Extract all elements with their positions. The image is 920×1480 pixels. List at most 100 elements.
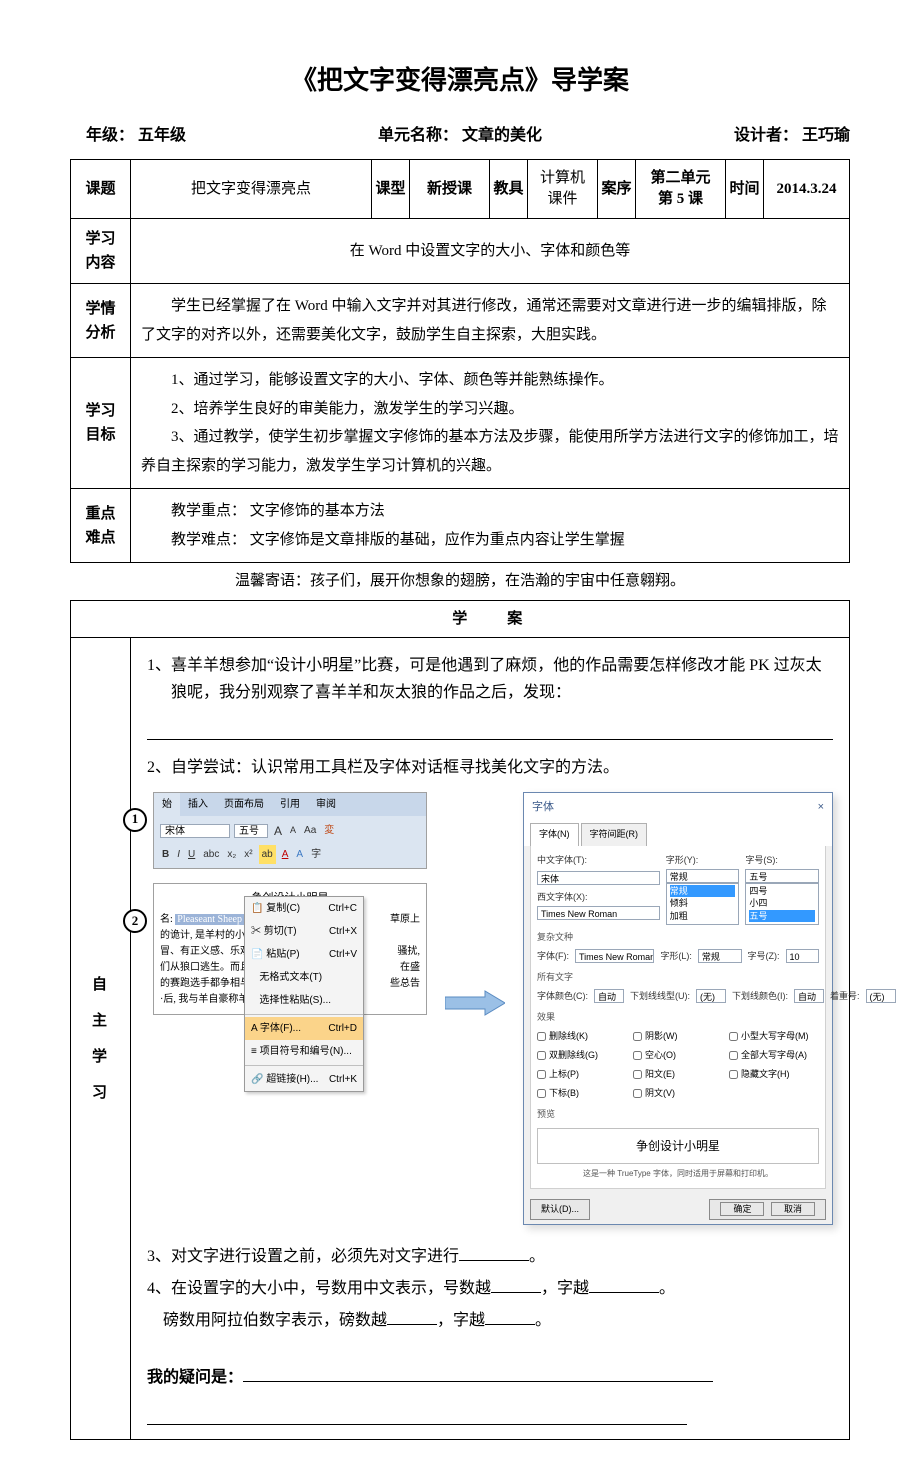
ctx-item-bullets[interactable]: ≡ 项目符号和编号(N)...	[245, 1040, 363, 1063]
my-question-blank-2	[147, 1403, 687, 1425]
ctx-item-copy[interactable]: 📋 复制(C)Ctrl+C	[245, 897, 363, 920]
goal-line-1: 1、通过学习，能够设置文字的大小、字体、颜色等并能熟练操作。	[141, 366, 839, 395]
ctx-separator	[245, 1014, 363, 1015]
cancel-button[interactable]: 取消	[771, 1202, 815, 1216]
order-label: 案序	[598, 160, 636, 219]
chk-hidden[interactable]: 隐藏文字(H)	[729, 1066, 819, 1083]
grade-label: 年级：	[86, 127, 134, 144]
section-head-spacer-l	[71, 600, 251, 638]
dlg-tab-spacing[interactable]: 字符间距(R)	[581, 823, 648, 845]
ctx-item-font[interactable]: A 字体(F)...Ctrl+D	[245, 1017, 363, 1040]
strike-icon[interactable]: abc	[201, 845, 221, 864]
greeting: 温馨寄语：孩子们，展开你想象的翅膀，在浩瀚的宇宙中任意翱翔。	[71, 563, 850, 601]
ctx-item-pastespecial[interactable]: 选择性粘贴(S)...	[245, 989, 363, 1012]
style-combo[interactable]: 常规	[666, 869, 740, 883]
dlg-tab-font[interactable]: 字体(N)	[530, 823, 579, 845]
chk-engrave[interactable]: 阴文(V)	[633, 1085, 723, 1102]
shrink-font-icon[interactable]: A	[288, 822, 298, 839]
close-icon[interactable]: ×	[818, 797, 824, 818]
complex-group-label: 复杂文种	[537, 929, 819, 946]
ctx-item-plain[interactable]: 无格式文本(T)	[245, 966, 363, 989]
ulc-label: 下划线颜色(I):	[732, 988, 788, 1005]
ribbon-tab-layout[interactable]: 页面布局	[216, 793, 272, 816]
cfont-combo[interactable]: Times New Roman	[575, 949, 654, 963]
type-label: 课型	[372, 160, 410, 219]
chk-outline[interactable]: 空心(O)	[633, 1047, 723, 1064]
ok-button[interactable]: 确定	[720, 1202, 764, 1216]
context-menu: 📋 复制(C)Ctrl+C ✂ 剪切(T)Ctrl+X 📄 粘贴(P)Ctrl+…	[244, 896, 364, 1092]
style-list[interactable]: 常规 倾斜 加粗	[666, 883, 740, 925]
q3-blank	[459, 1245, 529, 1261]
char-border-icon[interactable]: A	[294, 845, 305, 864]
clear-format-icon[interactable]: 変	[322, 821, 336, 840]
self-study-label: 自主学习	[71, 638, 131, 1440]
grow-font-icon[interactable]: A	[272, 820, 284, 843]
preview-box: 争创设计小明星	[537, 1128, 819, 1165]
section-title: 学案	[251, 600, 764, 638]
chk-allcaps[interactable]: 全部大写字母(A)	[729, 1047, 819, 1064]
ctx-item-paste[interactable]: 📄 粘贴(P)Ctrl+V	[245, 943, 363, 966]
ctx-line-3: 们从狼口逃生。而且,	[160, 962, 253, 973]
q4-blank3	[387, 1309, 437, 1325]
font-size-combo[interactable]: 五号	[234, 824, 268, 838]
color-combo[interactable]: 自动	[594, 989, 624, 1003]
cstyle-label: 字形(L):	[660, 948, 692, 965]
underline-icon[interactable]: U	[186, 845, 197, 864]
font-color-icon[interactable]: A	[280, 845, 291, 864]
ctx-line-5: ·后, 我与羊自豪称羊	[160, 994, 248, 1005]
meta-row: 年级： 五年级 单元名称： 文章的美化 设计者： 王巧瑜	[70, 121, 850, 159]
q4-blank2	[589, 1277, 659, 1293]
q4: 4、在设置字的大小中，号数用中文表示，号数越，字越。 磅数用阿拉伯数字表示，磅数…	[147, 1273, 833, 1337]
en-font-combo[interactable]: Times New Roman	[537, 906, 660, 920]
dlg-title-text: 字体	[532, 797, 554, 818]
ribbon-tab-home[interactable]: 始	[154, 793, 180, 816]
tool-label: 教具	[490, 160, 528, 219]
topic-label: 课题	[71, 160, 131, 219]
order-value: 第二单元 第 5 课	[636, 160, 726, 219]
emph-combo[interactable]: (无)	[866, 989, 896, 1003]
chk-super[interactable]: 上标(P)	[537, 1066, 627, 1083]
cstyle-combo[interactable]: 常规	[698, 949, 742, 963]
key-text: 教学重点： 文字修饰的基本方法 教学难点： 文字修饰是文章排版的基础，应作为重点…	[131, 489, 850, 563]
ctx-separator-2	[245, 1065, 363, 1066]
highlight-icon[interactable]: ab	[259, 845, 276, 864]
chk-shadow[interactable]: 阴影(W)	[633, 1028, 723, 1045]
bold-icon[interactable]: B	[160, 845, 171, 864]
cn-font-combo[interactable]: 宋体	[537, 871, 660, 885]
key-line-1: 教学重点： 文字修饰的基本方法	[141, 497, 839, 526]
size-list[interactable]: 四号 小四 五号	[745, 883, 819, 925]
ribbon-tab-ref[interactable]: 引用	[272, 793, 308, 816]
csize-combo[interactable]: 10	[786, 949, 819, 963]
emph-label: 着重号:	[830, 988, 860, 1005]
goal-line-2: 2、培养学生良好的审美能力，激发学生的学习兴趣。	[141, 395, 839, 424]
default-button[interactable]: 默认(D)...	[530, 1199, 590, 1220]
ribbon-tab-insert[interactable]: 插入	[180, 793, 216, 816]
chk-sub[interactable]: 下标(B)	[537, 1085, 627, 1102]
learn-analysis-text: 学生已经掌握了在 Word 中输入文字并对其进行修改，通常还需要对文章进行进一步…	[131, 284, 850, 358]
ctx-item-hyperlink[interactable]: 🔗 超链接(H)...Ctrl+K	[245, 1068, 363, 1091]
ribbon-tab-review[interactable]: 审阅	[308, 793, 344, 816]
font-dialog: 字体 × 字体(N) 字符间距(R) 中文字体(T): 宋体 西文字体(X):	[523, 792, 833, 1225]
font-name-combo[interactable]: 宋体	[160, 824, 230, 838]
chk-smallcaps[interactable]: 小型大写字母(M)	[729, 1028, 819, 1045]
size-combo[interactable]: 五号	[745, 869, 819, 883]
italic-icon[interactable]: I	[175, 845, 182, 864]
chk-emboss[interactable]: 阳文(E)	[633, 1066, 723, 1083]
ul-combo[interactable]: (无)	[696, 989, 726, 1003]
subscript-icon[interactable]: x₂	[225, 845, 238, 864]
ctx-item-cut[interactable]: ✂ 剪切(T)Ctrl+X	[245, 920, 363, 943]
phonetic-icon[interactable]: 字	[309, 845, 323, 864]
chk-dblstrike[interactable]: 双删除线(G)	[537, 1047, 627, 1064]
change-case-icon[interactable]: Aa	[302, 821, 318, 840]
section-head-spacer-r	[764, 600, 850, 638]
key-line-2: 教学难点： 文字修饰是文章排版的基础，应作为重点内容让学生掌握	[141, 526, 839, 555]
main-table: 课题 把文字变得漂亮点 课型 新授课 教具 计算机 课件 案序 第二单元 第 5…	[70, 159, 850, 1440]
superscript-icon[interactable]: x²	[242, 845, 254, 864]
effects-label: 效果	[537, 1009, 819, 1026]
ulc-combo[interactable]: 自动	[794, 989, 824, 1003]
grade-value: 五年级	[138, 127, 186, 144]
header-row: 课题 把文字变得漂亮点 课型 新授课 教具 计算机 课件 案序 第二单元 第 5…	[71, 160, 850, 219]
chk-strike[interactable]: 删除线(K)	[537, 1028, 627, 1045]
self-study-content: 1、喜羊羊想参加“设计小明星”比赛，可是他遇到了麻烦，他的作品需要怎样修改才能 …	[131, 638, 850, 1440]
context-menu-screenshot: 争创设计小明星 名: Pleaseant Sheep 草原上 的诡计, 是羊村的…	[153, 883, 427, 1015]
